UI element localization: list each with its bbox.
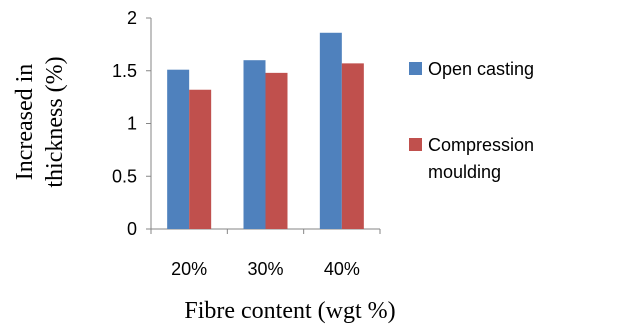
x-axis-title: Fibre content (wgt %) [184,298,395,324]
x-tick-label: 40% [324,259,360,279]
y-tick-label: 1 [127,114,137,134]
legend: Open casting Compression moulding [409,59,534,182]
bar-compression-moulding-0 [189,89,212,230]
legend-label: Open casting [428,59,534,79]
y-axis-title-line-2: thickness (%) [42,56,68,187]
bar-compression-moulding-1 [265,72,288,229]
legend-swatch [409,138,422,151]
bar-compression-moulding-2 [341,63,364,229]
x-tick-label: 30% [247,259,283,279]
y-tick-label: 0.5 [112,166,137,186]
legend-label: moulding [428,162,501,182]
y-tick-label: 0 [127,219,137,239]
bar-open-casting-1 [243,60,266,230]
legend-label: Compression [428,135,534,155]
legend-swatch [409,62,422,75]
x-tick-label: 20% [171,259,207,279]
y-tick-label: 2 [127,8,137,28]
bar-open-casting-0 [167,69,190,229]
y-axis-title-line-1: Increased in [12,64,38,181]
bar-open-casting-2 [319,32,342,229]
plot-area: 0 0.5 1 1.5 2 20% 30% 40% [112,8,381,279]
y-tick-label: 1.5 [112,61,137,81]
y-axis-title: Increased in thickness (%) [12,56,68,187]
